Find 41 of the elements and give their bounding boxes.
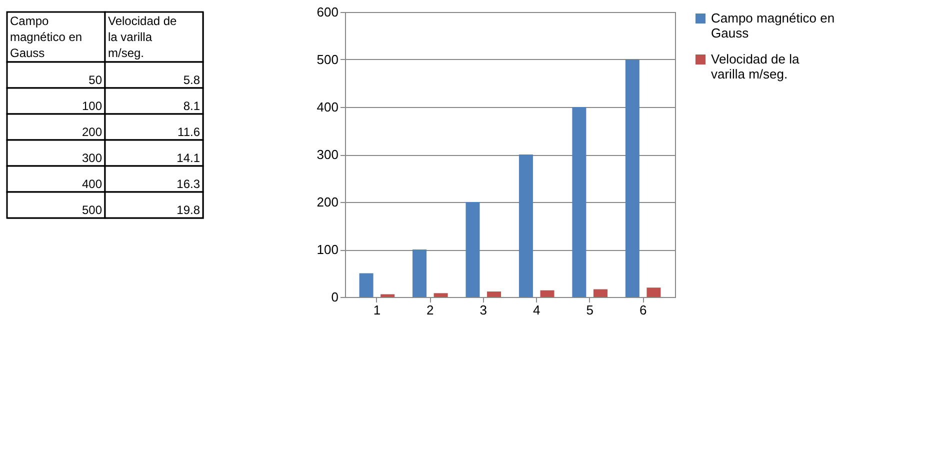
y-tick-label: 400 [316, 100, 338, 114]
category-label: Campo magnético en Gauss [10, 14, 82, 60]
bar [434, 293, 448, 297]
bar [359, 273, 374, 297]
x-tick-label: 2 [426, 302, 434, 318]
y-tick-label: 500 [316, 52, 338, 67]
legend-label: Campo magnético en Gauss [711, 10, 835, 40]
bar [572, 107, 586, 297]
y-tick-label: 300 [316, 147, 338, 162]
y-tick-label: 0 [331, 290, 338, 304]
text: 8.1 [183, 99, 200, 113]
x-tick-label: 4 [532, 302, 540, 318]
text: 50 [88, 73, 102, 87]
x-tick-label: 6 [639, 302, 647, 318]
x-tick-label: 3 [480, 302, 488, 318]
category-label: Velocidad de la varilla m/seg. [108, 14, 178, 60]
text: 16.3 [176, 177, 200, 191]
text: 100 [82, 99, 102, 113]
bar [625, 60, 640, 297]
bar [518, 154, 533, 297]
text: 5.8 [183, 73, 200, 87]
text: 300 [82, 151, 102, 165]
bar [487, 291, 502, 297]
text: 11.6 [178, 125, 200, 139]
x-tick-label: 1 [373, 302, 381, 318]
text: 400 [82, 177, 102, 191]
bar [412, 250, 427, 297]
text: 19.8 [176, 203, 200, 217]
bar [380, 294, 395, 297]
y-tick-label: 200 [316, 194, 338, 210]
text: 500 [82, 203, 102, 217]
bar [646, 288, 661, 297]
text: 14.1 [176, 151, 200, 165]
text: 200 [82, 125, 102, 139]
legend-label: Velocidad de la varilla m/seg. [711, 52, 800, 82]
y-tick-label: 600 [316, 4, 338, 20]
bar [593, 289, 608, 297]
bar [540, 290, 554, 297]
y-tick-label: 100 [316, 242, 338, 257]
bar [466, 202, 480, 297]
x-tick-label: 5 [586, 302, 594, 318]
